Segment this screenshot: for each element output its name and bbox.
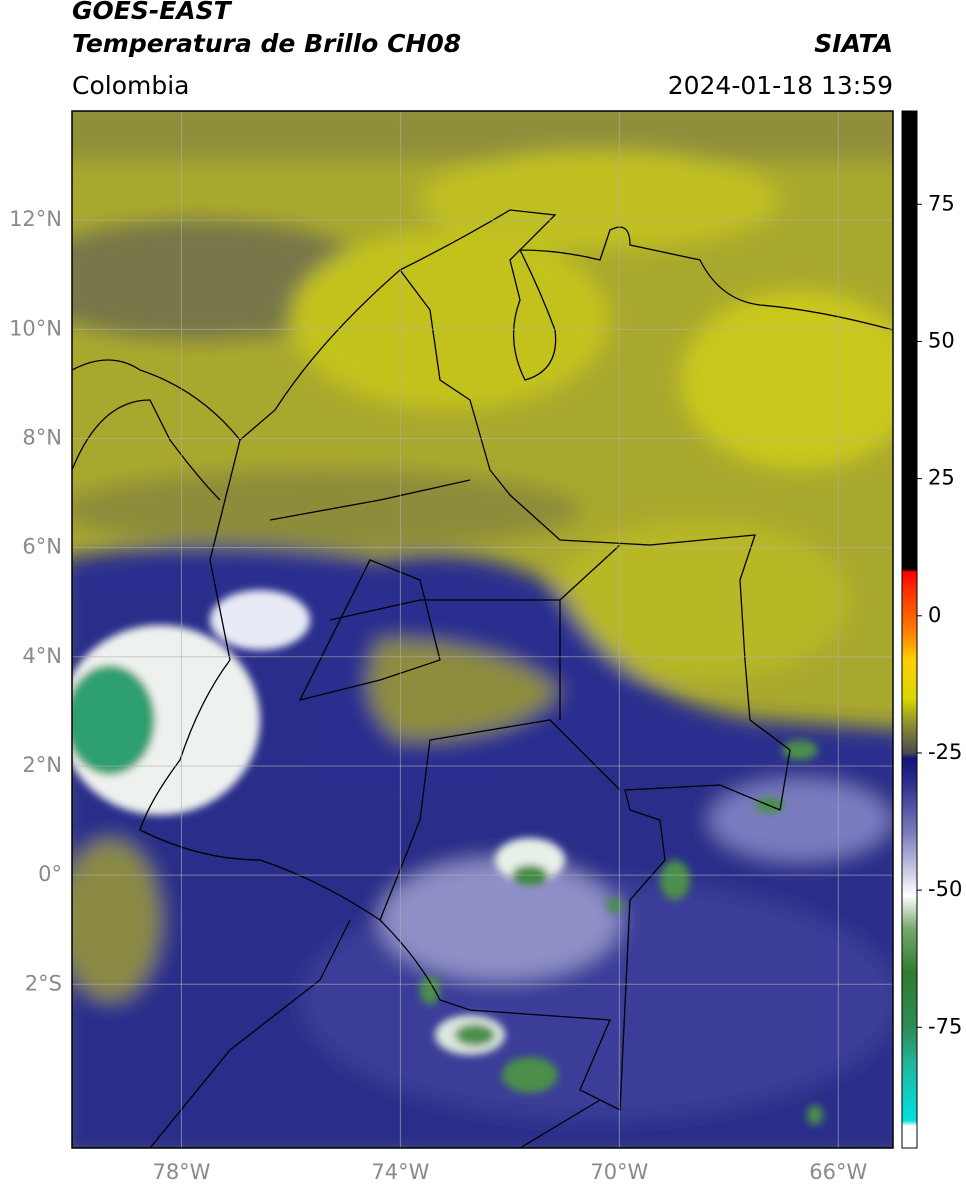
agency: SIATA [814, 29, 893, 58]
lat-tick-label: 0° [38, 862, 62, 886]
title-line2: Temperatura de Brillo CH08 [72, 29, 461, 58]
map-frame [71, 110, 894, 1149]
region: Colombia [72, 71, 189, 100]
lon-tick-label: 74°W [371, 1160, 429, 1184]
colorbar-tick-label: 0 [928, 603, 941, 627]
colorbar-tick-label: 25 [928, 466, 955, 490]
lat-tick-label: 10°N [9, 316, 62, 340]
satellite-image [72, 111, 893, 1148]
timestamp: 2024-01-18 13:59 [668, 71, 893, 100]
colorbar-tick-label: -75 [928, 1014, 962, 1038]
lon-tick-label: 66°W [809, 1160, 867, 1184]
lon-tick-label: 78°W [152, 1160, 210, 1184]
colorbar-tick-label: -25 [928, 740, 962, 764]
colorbar-tick-label: 75 [928, 191, 955, 215]
colorbar-tick-label: 50 [928, 328, 955, 352]
lat-tick-label: 6°N [22, 535, 62, 559]
lat-tick-label: 8°N [22, 425, 62, 449]
colorbar [901, 110, 918, 1149]
lat-tick-label: 2°N [22, 753, 62, 777]
title-line1: GOES-EAST [72, 0, 233, 25]
lon-tick-label: 70°W [590, 1160, 648, 1184]
colorbar-tick-label: -50 [928, 877, 962, 901]
lat-tick-label: 12°N [9, 207, 62, 231]
lat-tick-label: 2°S [25, 971, 62, 995]
lat-tick-label: 4°N [22, 644, 62, 668]
